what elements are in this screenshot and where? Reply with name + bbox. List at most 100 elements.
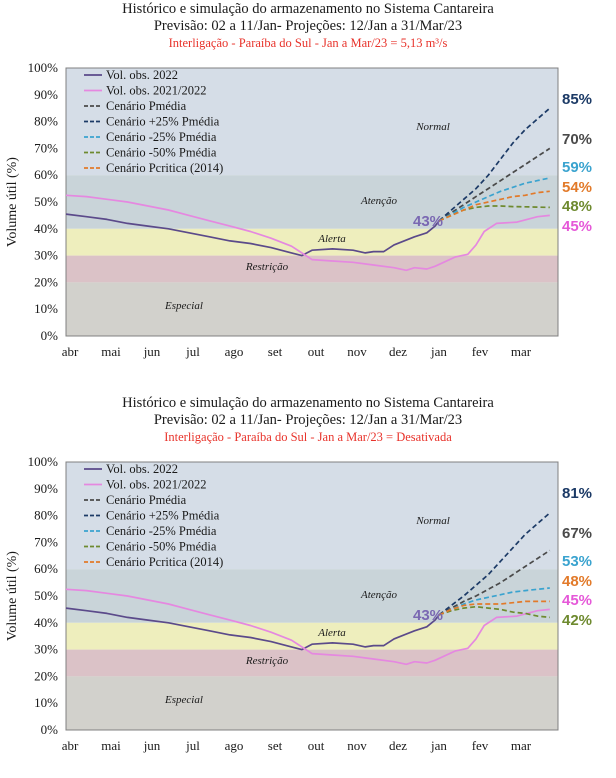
y-tick-label: 90% (34, 87, 58, 102)
legend-entry: Cenário +25% Pmédia (106, 509, 220, 523)
x-tick-label: mai (101, 344, 121, 359)
zone-label: Normal (415, 515, 450, 527)
chart-panel: Histórico e simulação do armazenamento n… (0, 394, 616, 778)
chart-subtitle: Previsão: 02 a 11/Jan- Projeções: 12/Jan… (153, 18, 463, 34)
series-line (438, 549, 551, 616)
legend-entry: Cenário Pmédia (106, 99, 187, 113)
x-tick-label: jul (185, 344, 200, 359)
legend-entry: Vol. obs. 2022 (106, 68, 178, 82)
zone-band (66, 175, 558, 229)
zone-band (66, 282, 558, 336)
x-tick-label: ago (225, 344, 244, 359)
x-tick-label: jan (430, 738, 447, 753)
end-value-label: 85% (562, 91, 592, 108)
series-line (438, 177, 550, 222)
legend-entry: Cenário Pcritica (2014) (106, 161, 223, 175)
y-tick-label: 10% (34, 301, 58, 316)
y-tick-label: 40% (34, 615, 58, 630)
series-line (438, 600, 550, 616)
legend-entry: Cenário -50% Pmédia (106, 540, 217, 554)
x-tick-label: out (308, 344, 325, 359)
x-tick-label: mar (511, 738, 532, 753)
y-tick-label: 40% (34, 221, 58, 236)
x-tick-label: jul (185, 738, 200, 753)
zone-label: Especial (164, 694, 203, 706)
end-value-label: 67% (562, 525, 592, 542)
zone-label: Especial (164, 300, 203, 312)
series-line (438, 147, 551, 222)
y-tick-label: 20% (34, 274, 58, 289)
x-tick-label: nov (347, 344, 367, 359)
x-tick-label: jun (143, 344, 161, 359)
legend-entry: Cenário -25% Pmédia (106, 524, 217, 538)
legend-entry: Vol. obs. 2022 (106, 462, 178, 476)
zone-label: Atenção (360, 195, 398, 207)
zone-label: Alerta (317, 627, 346, 639)
end-value-label: 81% (562, 485, 592, 502)
series-line (438, 512, 551, 616)
end-value-label: 54% (562, 179, 592, 196)
zone-band (66, 676, 558, 730)
y-tick-label: 10% (34, 695, 58, 710)
legend-entry: Cenário -25% Pmédia (106, 130, 217, 144)
series-line (438, 605, 550, 619)
end-value-label: 59% (562, 159, 592, 176)
chart-panel: Histórico e simulação do armazenamento n… (0, 0, 616, 384)
chart-title: Histórico e simulação do armazenamento n… (122, 1, 494, 17)
end-value-label: 42% (562, 612, 592, 629)
y-tick-label: 30% (34, 642, 58, 657)
series-line (65, 213, 440, 257)
x-tick-label: set (268, 738, 283, 753)
y-tick-label: 60% (34, 167, 58, 182)
end-value-label: 45% (562, 592, 592, 609)
start-value-label: 43% (413, 607, 443, 624)
zone-band (66, 68, 558, 176)
y-tick-label: 80% (34, 114, 58, 129)
zone-label: Alerta (317, 233, 346, 245)
legend-entry: Cenário Pmédia (106, 493, 187, 507)
x-tick-label: jan (430, 344, 447, 359)
series-line (438, 190, 550, 222)
x-tick-label: jun (143, 738, 161, 753)
x-tick-label: fev (472, 344, 489, 359)
y-tick-label: 70% (34, 140, 58, 155)
x-tick-label: set (268, 344, 283, 359)
x-tick-label: dez (389, 344, 407, 359)
y-tick-label: 80% (34, 508, 58, 523)
end-value-label: 48% (562, 573, 592, 590)
series-line (65, 194, 550, 272)
y-tick-label: 20% (34, 668, 58, 683)
y-tick-label: 50% (34, 194, 58, 209)
legend-entry: Vol. obs. 2021/2022 (106, 84, 206, 98)
chart-plot: Normal Atenção Alerta Restrição Especial 0% 10… (5, 60, 592, 359)
x-tick-label: fev (472, 738, 489, 753)
chart-subtitle: Previsão: 02 a 11/Jan- Projeções: 12/Jan… (153, 412, 463, 428)
chart-note: Interligação - Paraíba do Sul - Jan a Ma… (168, 36, 448, 50)
y-tick-label: 100% (28, 454, 59, 469)
plot-frame (65, 67, 559, 337)
y-tick-label: 60% (34, 561, 58, 576)
y-axis-label: Volume útil (%) (5, 551, 20, 641)
legend-entry: Cenário Pcritica (2014) (106, 555, 223, 569)
x-tick-label: nov (347, 738, 367, 753)
y-tick-label: 90% (34, 481, 58, 496)
chart-plot: Normal Atenção Alerta Restrição Especial 0% 10… (5, 454, 592, 753)
zone-band (66, 462, 558, 570)
y-tick-label: 50% (34, 588, 58, 603)
end-value-label: 45% (562, 218, 592, 235)
x-tick-label: abr (62, 344, 79, 359)
series-line (438, 107, 551, 222)
zone-label: Restrição (245, 655, 289, 667)
start-value-label: 43% (413, 213, 443, 230)
end-value-label: 53% (562, 553, 592, 570)
x-tick-label: dez (389, 738, 407, 753)
chart-title: Histórico e simulação do armazenamento n… (122, 395, 494, 411)
plot-frame (65, 461, 559, 731)
end-value-label: 48% (562, 198, 592, 215)
y-tick-label: 0% (41, 328, 59, 343)
end-value-label: 70% (562, 131, 592, 148)
y-axis-label: Volume útil (%) (5, 157, 20, 247)
zone-label: Normal (415, 121, 450, 133)
chart-note: Interligação - Paraíba do Sul - Jan a Ma… (164, 430, 452, 444)
zone-label: Atenção (360, 589, 398, 601)
